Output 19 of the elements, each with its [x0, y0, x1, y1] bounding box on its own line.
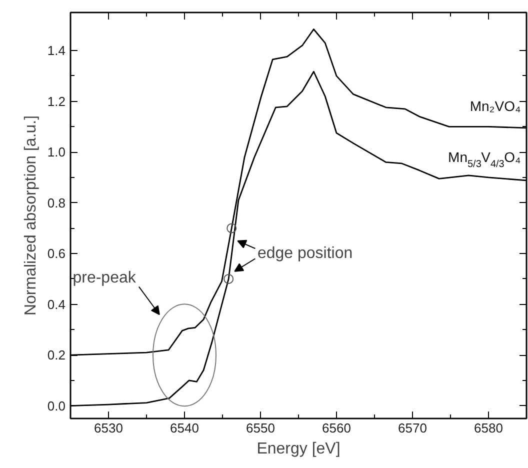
x-tick-label: 6580: [474, 420, 503, 436]
legend-label: Mn₂VO₄: [470, 98, 521, 114]
y-tick-label: 1.2: [47, 94, 66, 109]
y-tick-label: 0.2: [47, 348, 66, 363]
x-tick-label: 6560: [322, 420, 351, 436]
y-tick-label: 1.4: [47, 43, 66, 58]
annotation: pre-peak: [72, 270, 137, 287]
x-tick-label: 6550: [246, 420, 275, 436]
x-tick-label: 6570: [398, 420, 427, 436]
annotation: edge position: [257, 245, 353, 262]
x-tick-label: 6530: [94, 420, 123, 436]
y-tick-label: 0.0: [47, 398, 66, 414]
y-tick-label: 0.8: [47, 195, 66, 210]
y-axis-title: Normalized absorption [a.u.]: [22, 115, 40, 316]
y-tick-label: 1.0: [47, 144, 66, 160]
x-axis-title: Energy [eV]: [256, 440, 340, 458]
x-tick-label: 6540: [170, 420, 199, 436]
y-tick-label: 0.4: [47, 296, 66, 312]
y-tick-label: 0.6: [47, 246, 66, 262]
